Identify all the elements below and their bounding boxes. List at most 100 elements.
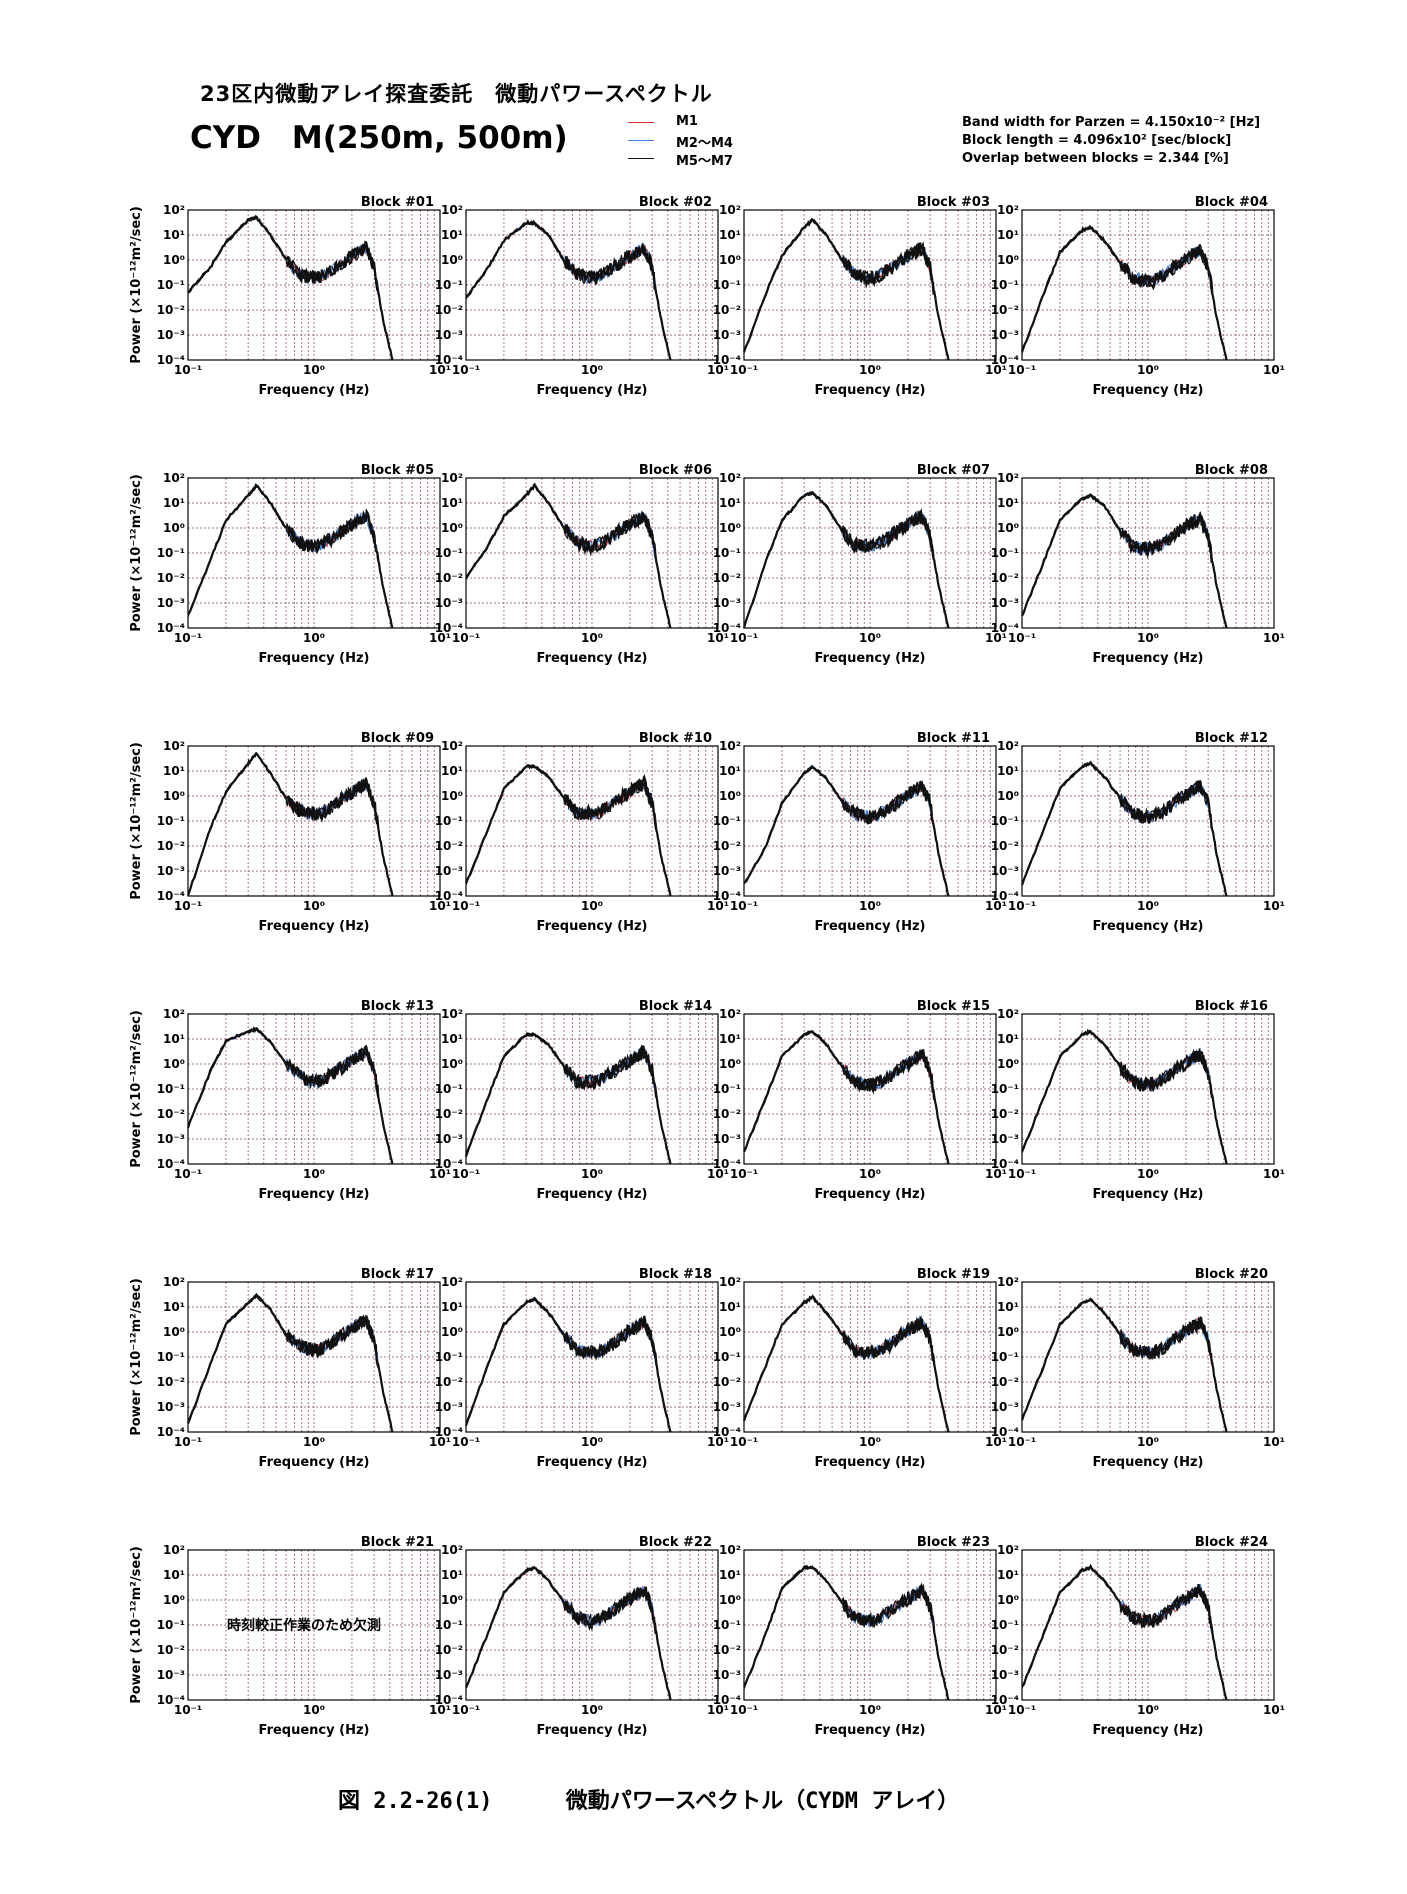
y-tick-label: 10⁻² (991, 1375, 1019, 1389)
y-tick-label: 10⁰ (441, 521, 463, 535)
x-tick-label: 10¹ (1263, 899, 1285, 913)
y-tick-label: 10⁻² (991, 571, 1019, 585)
x-tick-label: 10¹ (429, 899, 451, 913)
x-tick-label: 10⁻¹ (452, 1167, 480, 1181)
y-tick-label: 10¹ (441, 1032, 463, 1046)
y-tick-label: 10⁻³ (435, 1132, 463, 1146)
y-tick-label: 10⁻² (713, 1107, 741, 1121)
y-tick-label: 10¹ (997, 1300, 1019, 1314)
series-m2-m4-line (187, 216, 393, 361)
y-tick-label: 10⁻³ (435, 1668, 463, 1682)
block-title: Block #05 (361, 463, 434, 478)
block-title: Block #08 (1195, 463, 1268, 478)
y-tick-label: 10² (441, 1275, 463, 1289)
plot-frame (743, 1549, 997, 1701)
block-title: Block #04 (1195, 195, 1268, 210)
y-tick-label: 10⁰ (441, 1057, 463, 1071)
y-tick-label: 10² (441, 203, 463, 217)
series-m1-line (743, 1030, 949, 1165)
y-tick-label: 10² (163, 1007, 185, 1021)
y-tick-label: 10⁰ (997, 253, 1019, 267)
block-title: Block #18 (639, 1267, 712, 1282)
series-m1-line (743, 1565, 949, 1701)
series-m5-m7-line (743, 219, 950, 361)
x-axis-label: Frequency (Hz) (815, 383, 926, 398)
y-tick-label: 10⁻¹ (157, 546, 185, 560)
y-tick-label: 10⁻⁴ (435, 621, 463, 635)
series-m5-m7-line (1021, 493, 1228, 629)
x-tick-label: 10⁻¹ (730, 1435, 758, 1449)
param-bandwidth: Band width for Parzen = 4.150x10⁻² [Hz] (962, 115, 1261, 130)
x-tick-label: 10⁰ (1137, 1435, 1159, 1449)
y-tick-label: 10¹ (441, 1568, 463, 1582)
y-tick-label: 10⁻³ (435, 328, 463, 342)
x-tick-label: 10¹ (707, 1167, 729, 1181)
figure-caption: 図 2.2-26(1) 微動パワースペクトル（CYDM アレイ） (338, 1783, 959, 1815)
series-m5-m7-line (465, 482, 672, 629)
x-tick-label: 10¹ (429, 1703, 451, 1717)
series-m2-m4-line (743, 219, 949, 361)
x-tick-label: 10⁻¹ (452, 1703, 480, 1717)
x-tick-label: 10⁰ (859, 899, 881, 913)
x-axis-label: Frequency (Hz) (259, 919, 370, 934)
grid-lines (188, 746, 440, 896)
y-tick-label: 10¹ (997, 1568, 1019, 1582)
series-m5-m7-line (187, 1292, 394, 1433)
x-tick-label: 10⁰ (859, 363, 881, 377)
block-title: Block #19 (917, 1267, 990, 1282)
y-tick-label: 10² (997, 471, 1019, 485)
x-tick-label: 10⁰ (1137, 631, 1159, 645)
y-tick-label: 10⁻² (713, 839, 741, 853)
series-m5-m7-line (1021, 493, 1228, 629)
x-tick-label: 10¹ (429, 1435, 451, 1449)
y-tick-label: 10⁰ (719, 1593, 741, 1607)
x-tick-label: 10¹ (707, 1435, 729, 1449)
series-m5-m7-line (187, 215, 394, 361)
y-tick-label: 10⁻⁴ (713, 1425, 741, 1439)
y-axis-label: Power (×10⁻¹²m²/sec) (129, 742, 144, 900)
series-m2-m4-line (187, 483, 393, 629)
grid-lines (744, 1550, 996, 1700)
x-axis-label: Frequency (Hz) (259, 651, 370, 666)
y-tick-label: 10⁻³ (157, 864, 185, 878)
x-tick-label: 10⁻¹ (1008, 899, 1036, 913)
y-tick-label: 10⁻² (157, 839, 185, 853)
x-tick-label: 10⁰ (859, 1703, 881, 1717)
series-m5-m7-line (743, 490, 950, 629)
plot-frame (743, 1013, 997, 1165)
y-tick-label: 10¹ (719, 1300, 741, 1314)
y-tick-label: 10⁻¹ (713, 814, 741, 828)
series-m5-m7-line (743, 1565, 950, 1701)
y-axis-label: Power (×10⁻¹²m²/sec) (129, 1010, 144, 1168)
series-m1-line (465, 485, 671, 629)
y-tick-label: 10⁻⁴ (991, 1693, 1019, 1707)
y-tick-label: 10⁻¹ (157, 1618, 185, 1632)
y-tick-label: 10⁻³ (713, 1132, 741, 1146)
x-axis-label: Frequency (Hz) (815, 919, 926, 934)
y-tick-label: 10⁻² (435, 1107, 463, 1121)
y-tick-label: 10⁻⁴ (435, 889, 463, 903)
x-tick-label: 10⁻¹ (730, 631, 758, 645)
y-tick-label: 10⁻³ (435, 864, 463, 878)
x-tick-label: 10¹ (429, 363, 451, 377)
y-tick-label: 10⁰ (163, 1325, 185, 1339)
y-tick-label: 10⁻⁴ (435, 1693, 463, 1707)
series-m2-m4-line (465, 220, 671, 361)
y-tick-label: 10¹ (163, 1300, 185, 1314)
x-tick-label: 10⁰ (1137, 363, 1159, 377)
y-tick-label: 10⁻¹ (435, 1350, 463, 1364)
series-m1-line (465, 1565, 671, 1701)
y-tick-label: 10⁻¹ (435, 814, 463, 828)
x-tick-label: 10¹ (429, 1167, 451, 1181)
plot-frame (187, 477, 441, 629)
x-axis-label: Frequency (Hz) (259, 1723, 370, 1738)
plot-frame (465, 477, 719, 629)
x-tick-label: 10¹ (707, 899, 729, 913)
param-overlap: Overlap between blocks = 2.344 [%] (962, 151, 1229, 166)
y-tick-label: 10⁻⁴ (991, 1425, 1019, 1439)
